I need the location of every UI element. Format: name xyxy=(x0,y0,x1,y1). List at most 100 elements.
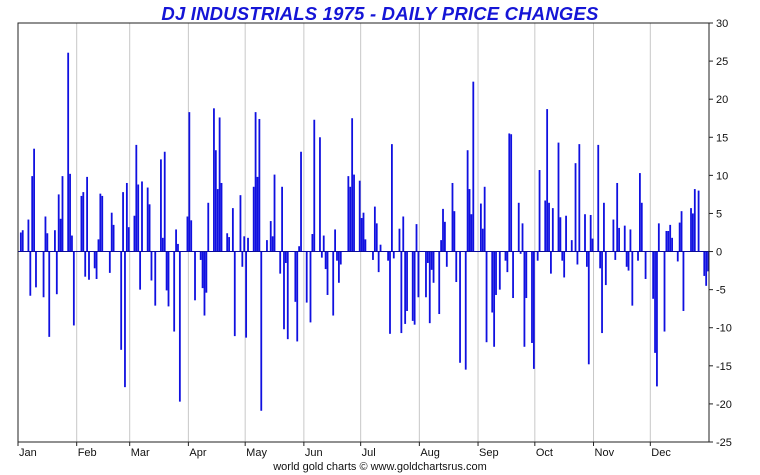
x-tick-label: Dec xyxy=(651,447,671,459)
price-change-bar xyxy=(358,180,361,252)
price-change-bar xyxy=(161,237,164,252)
price-change-bar xyxy=(178,251,181,402)
price-change-bar xyxy=(587,251,590,365)
price-change-bar xyxy=(120,251,123,350)
price-change-bar xyxy=(387,251,390,261)
price-change-bar xyxy=(525,251,528,299)
price-change-bar xyxy=(663,251,666,332)
price-change-bar xyxy=(375,223,378,252)
x-tick-label: Sep xyxy=(479,447,499,459)
price-change-bar xyxy=(29,251,32,296)
price-change-bar xyxy=(84,251,87,277)
price-change-bar xyxy=(233,251,236,337)
price-change-bar xyxy=(451,182,454,252)
price-change-bar xyxy=(629,229,632,252)
y-tick-labels: 30 25 20 15 10 5 0 -5 -10 -15 -20 -25 xyxy=(716,18,732,449)
price-change-bar xyxy=(61,176,64,252)
price-change-bar xyxy=(300,151,302,252)
price-change-bar xyxy=(165,251,168,291)
price-change-bar xyxy=(657,223,660,252)
price-change-bar xyxy=(597,144,600,252)
price-change-bar xyxy=(337,251,340,283)
price-change-bar xyxy=(392,251,395,259)
price-change-bar xyxy=(561,251,564,261)
price-change-bar xyxy=(426,251,429,263)
price-change-bar xyxy=(506,251,509,273)
price-change-bar xyxy=(372,251,374,260)
y-tick-label: 20 xyxy=(716,94,728,106)
price-change-bar xyxy=(286,251,289,340)
price-change-bar xyxy=(148,204,151,252)
price-change-bar xyxy=(284,251,287,263)
price-change-bar xyxy=(72,251,75,326)
price-change-bar xyxy=(599,251,602,269)
price-change-bar xyxy=(332,251,335,316)
price-change-bar xyxy=(31,176,34,252)
price-change-bar xyxy=(35,251,37,288)
price-change-bar xyxy=(557,142,560,252)
x-tick-label: Nov xyxy=(595,447,615,459)
price-change-bar xyxy=(485,251,488,343)
bar-series xyxy=(19,52,709,411)
price-change-bar xyxy=(175,229,177,252)
price-change-bar xyxy=(125,182,128,252)
price-change-bar xyxy=(678,222,681,252)
price-change-bar xyxy=(271,236,274,252)
price-change-bar xyxy=(550,251,552,274)
price-change-bar xyxy=(305,251,308,303)
price-change-bar xyxy=(481,228,484,252)
price-change-bar xyxy=(55,251,58,295)
price-change-bar xyxy=(551,208,554,252)
price-change-bar xyxy=(508,133,511,252)
price-change-bar xyxy=(266,240,268,252)
price-change-bar xyxy=(512,251,514,299)
y-tick-label: -20 xyxy=(716,399,732,411)
price-change-bar xyxy=(432,251,435,283)
price-change-bar xyxy=(379,244,382,252)
price-change-bar xyxy=(228,237,230,252)
price-change-bar xyxy=(122,192,124,252)
price-change-bar xyxy=(326,251,329,295)
price-change-bar xyxy=(603,202,605,252)
price-change-bar xyxy=(146,187,149,252)
price-change-bar xyxy=(258,118,261,252)
price-change-bar xyxy=(640,202,643,252)
price-change-bar xyxy=(247,237,249,252)
plot-frame xyxy=(17,22,710,443)
price-change-bar xyxy=(639,173,641,252)
price-change-bar xyxy=(108,251,111,273)
price-change-bar xyxy=(656,251,658,387)
price-change-bar xyxy=(559,217,562,252)
price-change-bar xyxy=(279,251,282,274)
price-change-bar xyxy=(631,251,634,306)
price-change-bar xyxy=(430,251,433,270)
price-change-bar xyxy=(294,251,297,302)
price-change-bar xyxy=(618,227,620,252)
price-change-bar xyxy=(99,193,102,252)
price-change-bar xyxy=(133,215,136,252)
price-change-bar xyxy=(44,216,47,252)
price-change-bar xyxy=(360,218,363,252)
price-change-bar xyxy=(167,251,170,307)
price-change-bar xyxy=(201,251,204,289)
price-change-bar xyxy=(389,251,391,334)
price-change-bar xyxy=(101,195,104,252)
price-change-bar xyxy=(444,221,446,252)
price-change-bar xyxy=(584,214,586,252)
y-tick-label: 5 xyxy=(716,208,722,220)
price-change-bar xyxy=(173,251,176,332)
price-change-bar xyxy=(576,251,579,265)
price-change-bar xyxy=(205,251,208,293)
price-change-bar xyxy=(623,225,626,252)
price-change-bar xyxy=(703,251,706,276)
price-change-bar xyxy=(364,239,367,252)
price-change-bar xyxy=(400,251,403,334)
price-change-bar xyxy=(19,232,22,252)
price-change-bar xyxy=(705,251,708,286)
price-change-bar xyxy=(398,228,401,252)
price-change-bar xyxy=(669,224,672,252)
price-change-bar xyxy=(88,251,90,280)
price-change-bar xyxy=(127,227,130,252)
price-change-bar xyxy=(190,220,193,252)
price-change-bar xyxy=(54,230,56,252)
